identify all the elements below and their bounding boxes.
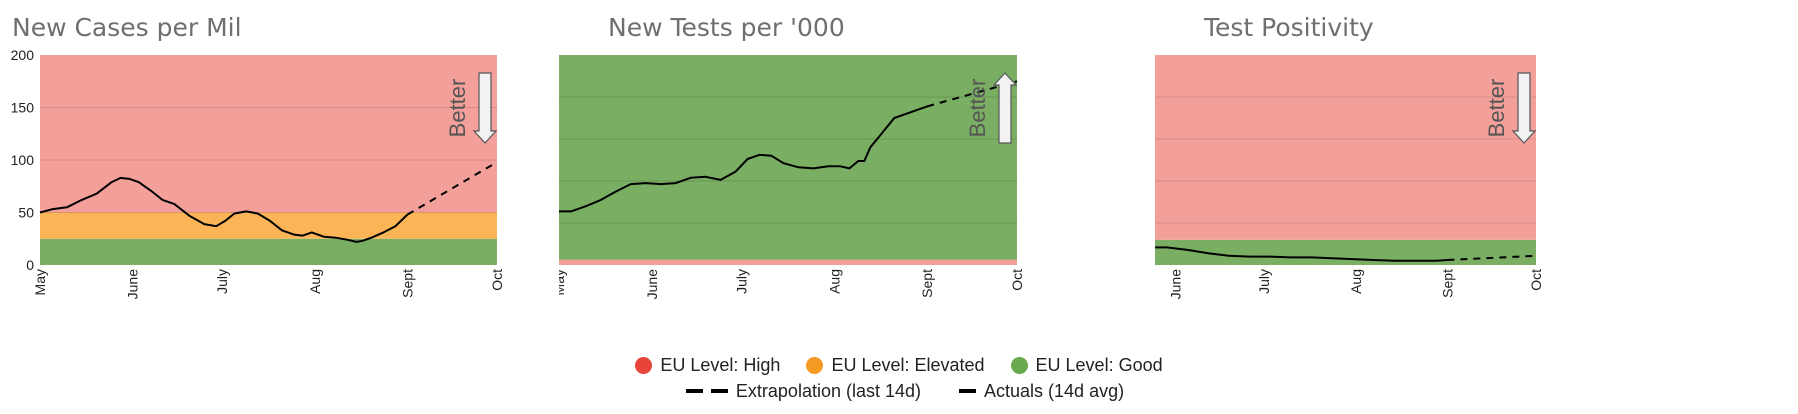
chart-title-test-positivity: Test Positivity: [1204, 13, 1374, 42]
band-good: [559, 55, 1017, 260]
y-tick-label: 150: [11, 100, 35, 116]
better-annotation: Better: [965, 72, 1018, 144]
band-high: [40, 55, 497, 213]
legend-label-good: EU Level: Good: [1035, 354, 1163, 375]
arrow-down-icon: [472, 72, 498, 144]
x-tick-label: Sept: [399, 269, 415, 298]
dashed-line-icon: [685, 389, 728, 393]
band-elevated: [40, 212, 497, 239]
good-level-dot-icon: [1010, 356, 1028, 374]
legend-item-extrapolation[interactable]: Extrapolation (last 14d): [685, 380, 922, 402]
x-tick-label: July: [1256, 269, 1272, 294]
chart-title-new-cases: New Cases per Mil: [12, 13, 242, 42]
actuals-line: [1155, 246, 1448, 262]
x-tick-label: Sept: [919, 269, 935, 298]
x-tick-label: Oct: [1009, 269, 1025, 291]
legend-label-extrapolation: Extrapolation (last 14d): [735, 380, 922, 401]
better-annotation: Better: [445, 72, 498, 144]
y-tick-label: 100: [11, 152, 35, 168]
legend-levels-row: EU Level: High EU Level: Elevated EU Lev…: [0, 352, 1798, 378]
x-tick-label: Aug: [826, 269, 842, 294]
better-label: Better: [445, 79, 470, 138]
y-tick-label: 200: [11, 47, 35, 63]
x-tick-label: July: [734, 269, 750, 294]
legend-item-high[interactable]: EU Level: High: [635, 355, 780, 376]
x-tick-label: June: [644, 269, 660, 300]
chart-new-tests: 0246810MayJuneJulyAugSeptOctBetter: [559, 55, 1025, 300]
x-tick-label: Oct: [1528, 269, 1544, 291]
legend: EU Level: High EU Level: Elevated EU Lev…: [0, 352, 1798, 404]
band-good: [1155, 239, 1536, 265]
chart-new-cases: 0 50 100 150 200 May June July Aug Sept Oct Better: [11, 47, 505, 300]
x-tick-label: July: [214, 269, 230, 294]
band-high: [1155, 55, 1536, 240]
legend-item-good[interactable]: EU Level: Good: [1010, 354, 1163, 376]
y-tick-label: 50: [18, 205, 34, 221]
x-tick-label: Aug: [1348, 269, 1364, 294]
better-annotation: Better: [1484, 72, 1537, 144]
elevated-level-dot-icon: [806, 356, 824, 374]
legend-item-elevated[interactable]: EU Level: Elevated: [806, 354, 985, 376]
band-good: [40, 238, 497, 265]
legend-label-high: EU Level: High: [660, 354, 781, 375]
x-tick-label: Oct: [489, 269, 505, 291]
legend-label-actuals: Actuals (14d avg): [984, 380, 1125, 401]
x-tick-label: May: [559, 269, 567, 295]
legend-label-elevated: EU Level: Elevated: [831, 354, 985, 375]
actuals-line: [559, 105, 928, 213]
x-tick-label: June: [125, 269, 141, 300]
chart-title-new-tests: New Tests per '000: [608, 13, 845, 42]
extrapolation-line: [406, 161, 498, 216]
x-tick-label: May: [32, 269, 48, 295]
x-tick-label: Aug: [307, 269, 323, 294]
band-high: [559, 259, 1017, 265]
solid-line-icon: [959, 389, 977, 393]
better-label: Better: [1484, 79, 1509, 138]
legend-item-actuals[interactable]: Actuals (14d avg): [959, 381, 1124, 402]
actuals-line: [39, 176, 409, 243]
better-label: Better: [965, 79, 990, 138]
chart-test-positivity: 0%5%10%15%20%25%MayJuneJulyAugSeptOctBet…: [1155, 55, 1544, 300]
extrapolation-line: [1447, 254, 1537, 261]
y-tick-label: 0: [26, 257, 34, 273]
arrow-up-icon: [992, 72, 1018, 144]
x-tick-label: June: [1168, 269, 1184, 300]
high-level-dot-icon: [635, 356, 653, 374]
x-tick-label: Sept: [1439, 269, 1455, 298]
legend-lines-row: Extrapolation (last 14d) Actuals (14d av…: [0, 378, 1798, 404]
arrow-down-icon: [1511, 72, 1537, 144]
extrapolation-line: [926, 80, 1018, 108]
